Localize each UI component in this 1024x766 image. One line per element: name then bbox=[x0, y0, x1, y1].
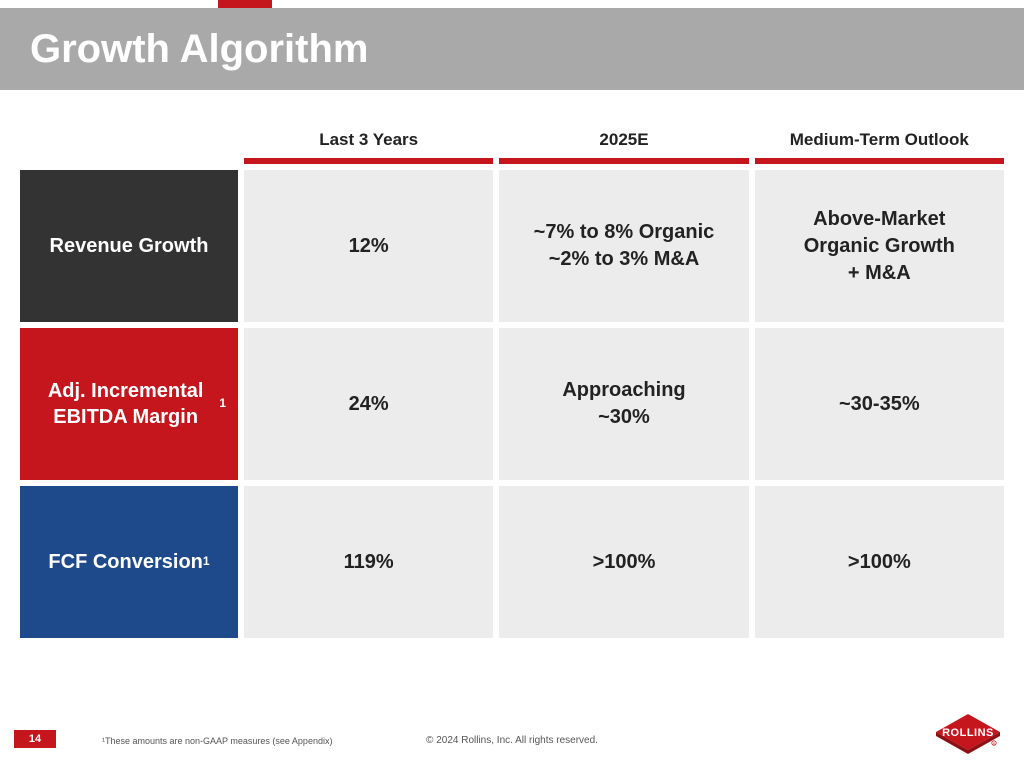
page-title: Growth Algorithm bbox=[30, 27, 368, 72]
cell-1-2: ~30-35% bbox=[755, 328, 1004, 480]
logo-text: ROLLINS bbox=[942, 727, 994, 739]
col-header-2: Medium-Term Outlook bbox=[755, 120, 1004, 164]
cell-1-0: 24% bbox=[244, 328, 493, 480]
cell-0-2: Above-Market Organic Growth + M&A bbox=[755, 170, 1004, 322]
table-header-row: Last 3 Years 2025E Medium-Term Outlook bbox=[20, 120, 1004, 170]
col-header-0: Last 3 Years bbox=[244, 120, 493, 164]
row-label-2: FCF Conversion1 bbox=[20, 486, 238, 638]
cell-1-1: Approaching ~30% bbox=[499, 328, 748, 480]
title-bar: Growth Algorithm bbox=[0, 8, 1024, 90]
cell-0-1: ~7% to 8% Organic ~2% to 3% M&A bbox=[499, 170, 748, 322]
growth-table: Last 3 Years 2025E Medium-Term Outlook R… bbox=[20, 120, 1004, 644]
cell-2-1: >100% bbox=[499, 486, 748, 638]
col-header-1: 2025E bbox=[499, 120, 748, 164]
rollins-logo: ROLLINS R bbox=[932, 710, 1004, 754]
table-row: Adj. Incremental EBITDA Margin124%Approa… bbox=[20, 328, 1004, 480]
copyright-text: © 2024 Rollins, Inc. All rights reserved… bbox=[0, 735, 1024, 746]
table-row: Revenue Growth12%~7% to 8% Organic ~2% t… bbox=[20, 170, 1004, 322]
cell-2-0: 119% bbox=[244, 486, 493, 638]
slide-footer: 14 ¹These amounts are non-GAAP measures … bbox=[0, 728, 1024, 748]
table-row: FCF Conversion1119%>100%>100% bbox=[20, 486, 1004, 638]
cell-2-2: >100% bbox=[755, 486, 1004, 638]
row-label-0: Revenue Growth bbox=[20, 170, 238, 322]
title-accent-bar bbox=[218, 0, 272, 8]
cell-0-0: 12% bbox=[244, 170, 493, 322]
row-label-1: Adj. Incremental EBITDA Margin1 bbox=[20, 328, 238, 480]
header-spacer bbox=[20, 120, 238, 170]
